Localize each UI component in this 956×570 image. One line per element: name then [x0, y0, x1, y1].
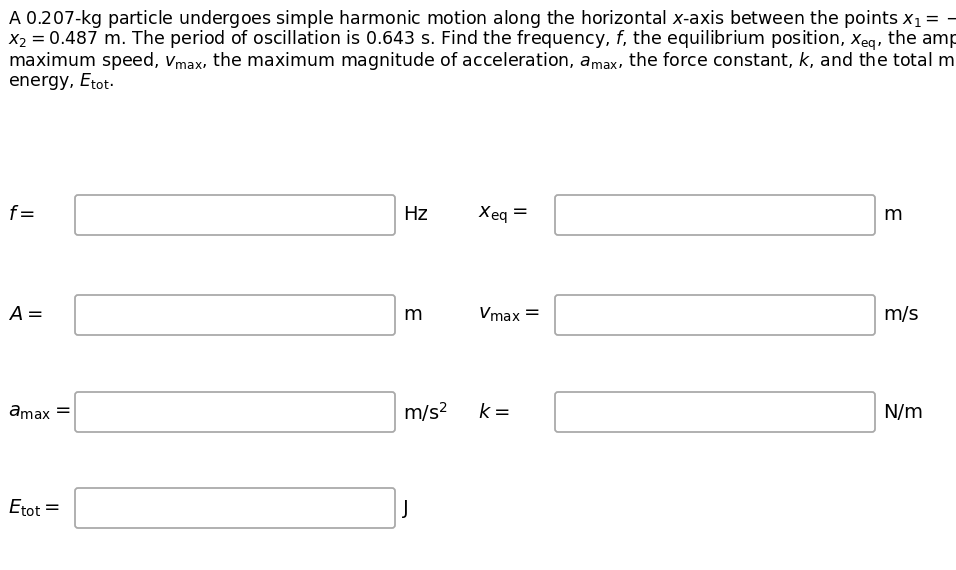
Text: $x_\mathrm{eq} =$: $x_\mathrm{eq} =$: [478, 204, 528, 226]
FancyBboxPatch shape: [75, 392, 395, 432]
Text: $A =$: $A =$: [8, 306, 43, 324]
FancyBboxPatch shape: [75, 195, 395, 235]
Text: $v_\mathrm{max} =$: $v_\mathrm{max} =$: [478, 306, 540, 324]
Text: m/s: m/s: [883, 306, 919, 324]
Text: N/m: N/m: [883, 402, 923, 421]
Text: energy, $E_\mathrm{tot}$.: energy, $E_\mathrm{tot}$.: [8, 71, 114, 92]
Text: maximum speed, $v_\mathrm{max}$, the maximum magnitude of acceleration, $a_\math: maximum speed, $v_\mathrm{max}$, the max…: [8, 50, 956, 72]
Text: $a_\mathrm{max} =$: $a_\mathrm{max} =$: [8, 402, 71, 421]
Text: $E_\mathrm{tot} =$: $E_\mathrm{tot} =$: [8, 498, 60, 519]
FancyBboxPatch shape: [555, 195, 875, 235]
Text: $x_2 = 0.487$ m. The period of oscillation is 0.643 s. Find the frequency, $f$, : $x_2 = 0.487$ m. The period of oscillati…: [8, 29, 956, 53]
Text: m: m: [403, 306, 422, 324]
Text: Hz: Hz: [403, 206, 428, 225]
Text: A 0.207-kg particle undergoes simple harmonic motion along the horizontal $x$-ax: A 0.207-kg particle undergoes simple har…: [8, 8, 956, 30]
FancyBboxPatch shape: [75, 488, 395, 528]
FancyBboxPatch shape: [555, 295, 875, 335]
Text: $k =$: $k =$: [478, 402, 510, 421]
Text: $f =$: $f =$: [8, 206, 35, 225]
Text: J: J: [403, 499, 409, 518]
Text: m: m: [883, 206, 902, 225]
FancyBboxPatch shape: [555, 392, 875, 432]
FancyBboxPatch shape: [75, 295, 395, 335]
Text: m/s$^2$: m/s$^2$: [403, 400, 448, 424]
